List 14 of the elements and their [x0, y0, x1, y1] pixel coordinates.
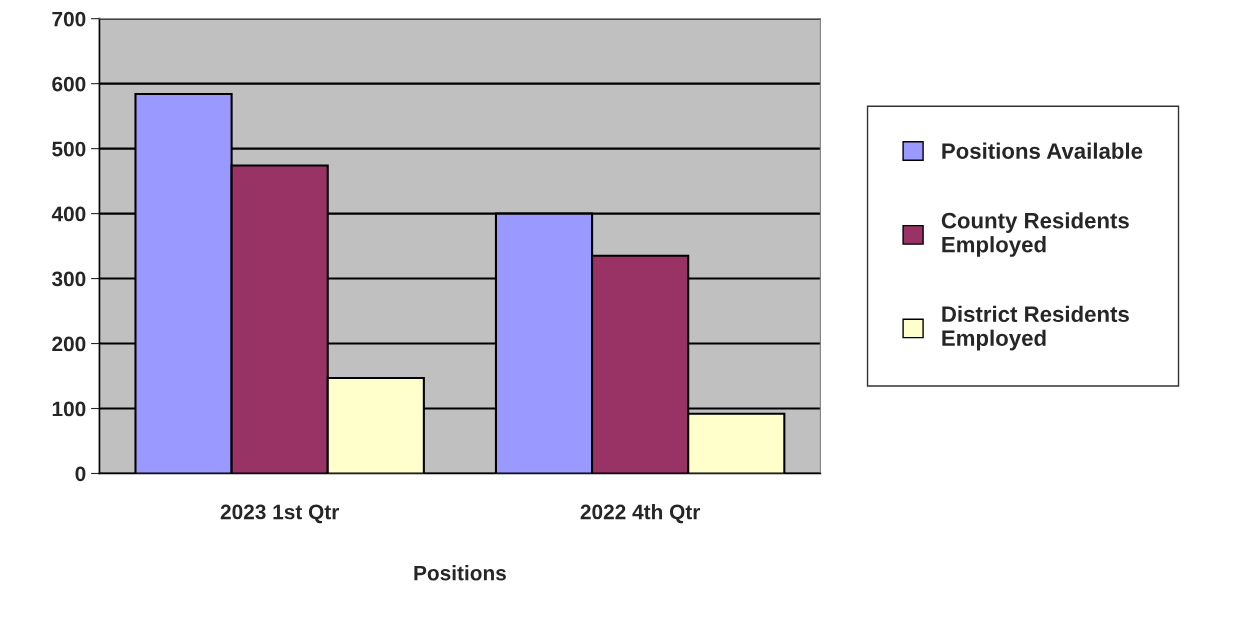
y-tick-label: 100 — [52, 401, 86, 417]
x-axis-title: Positions — [414, 565, 506, 581]
legend-label: County Residents Employed — [941, 212, 1129, 257]
y-tick-label: 300 — [51, 271, 86, 287]
y-tick-label: 600 — [52, 76, 86, 92]
y-tick-label: 700 — [52, 11, 86, 27]
legend-label: Positions Available — [942, 142, 1143, 159]
legend-label: District Residents Employed — [942, 305, 1129, 351]
x-tick-label: 2022 4th Qtr — [580, 504, 701, 524]
y-tick-label: 0 — [75, 466, 86, 482]
y-tick-label: 200 — [52, 336, 86, 352]
y-tick-label: 400 — [51, 206, 86, 222]
y-tick-label: 500 — [52, 141, 86, 157]
x-tick-label: 2023 1st Qtr — [220, 504, 340, 524]
